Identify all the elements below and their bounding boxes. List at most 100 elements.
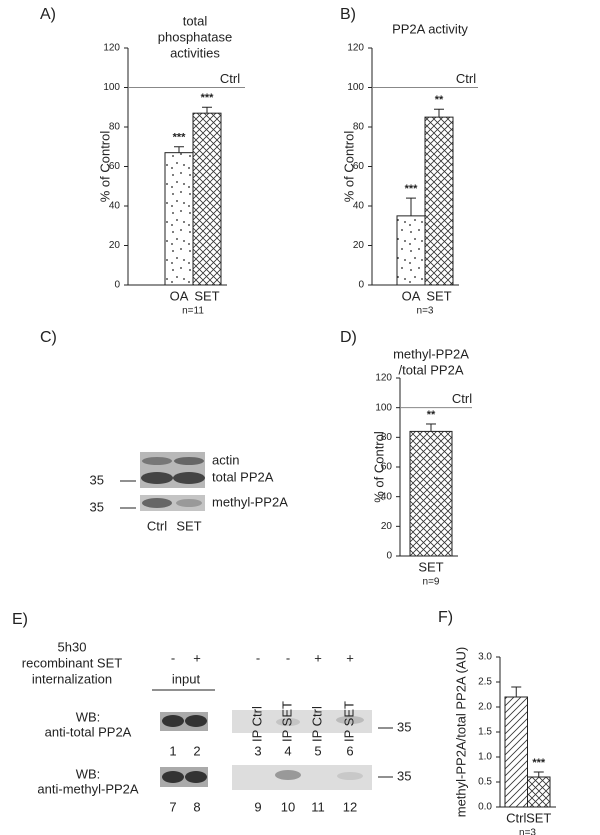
bar xyxy=(192,112,222,286)
lane-label: Ctrl xyxy=(147,518,167,533)
bar xyxy=(409,430,453,557)
y-tick-label: 0.5 xyxy=(478,777,492,788)
y-axis-label: methyl-PP2A/total PP2A (AU) xyxy=(453,647,468,818)
y-tick-label: 0 xyxy=(114,280,120,291)
blot-c xyxy=(120,452,205,511)
marker-label: 35 xyxy=(90,499,104,514)
panel-label: B) xyxy=(340,6,356,23)
panel-label: A) xyxy=(40,6,56,23)
input-label: input xyxy=(172,671,201,686)
y-tick-label: 60 xyxy=(109,161,121,172)
x-axis-label: n=3 xyxy=(417,306,434,317)
y-tick-label: 0.0 xyxy=(478,802,492,813)
x-tick-label: Ctrl xyxy=(506,810,526,825)
y-tick-label: 100 xyxy=(375,402,392,413)
lane-number: 12 xyxy=(343,799,357,814)
y-tick-label: 120 xyxy=(103,43,120,54)
sign: - xyxy=(286,650,290,665)
reference-label: Ctrl xyxy=(220,71,240,86)
reference-label: Ctrl xyxy=(456,71,476,86)
treatment-label: internalization xyxy=(32,671,112,686)
band-label: methyl-PP2A xyxy=(212,494,288,509)
y-tick-label: 20 xyxy=(381,521,393,532)
significance: *** xyxy=(173,132,187,144)
y-tick-label: 3.0 xyxy=(478,652,492,663)
lane-number: 9 xyxy=(254,799,261,814)
y-tick-label: 1.0 xyxy=(478,752,492,763)
y-tick-label: 2.0 xyxy=(478,702,492,713)
x-tick-label: OA xyxy=(402,288,421,303)
sign: + xyxy=(346,650,354,665)
y-tick-label: 80 xyxy=(353,122,365,133)
y-tick-label: 20 xyxy=(109,240,121,251)
y-tick-label: 60 xyxy=(353,161,365,172)
panel-label: C) xyxy=(40,329,57,346)
marker-label: 35 xyxy=(397,768,411,783)
y-tick-label: 60 xyxy=(381,462,393,473)
chart-title: total xyxy=(183,13,208,28)
significance: ** xyxy=(427,409,436,421)
y-tick-label: 0 xyxy=(358,280,364,291)
significance: *** xyxy=(405,183,419,195)
bar xyxy=(527,776,551,808)
bar xyxy=(504,696,528,808)
y-axis-label: % of Control xyxy=(371,431,386,503)
band-label: total PP2A xyxy=(212,469,274,484)
significance: *** xyxy=(532,757,546,769)
y-tick-label: 0 xyxy=(386,551,392,562)
lane-number: 7 xyxy=(169,799,176,814)
y-axis-label: % of Control xyxy=(341,131,356,203)
reference-label: Ctrl xyxy=(452,391,472,406)
x-tick-label: SET xyxy=(526,810,551,825)
y-tick-label: 40 xyxy=(109,201,121,212)
lane-number: 1 xyxy=(169,743,176,758)
chart-title: methyl-PP2A xyxy=(393,346,469,361)
sign: + xyxy=(314,650,322,665)
lane-number: 4 xyxy=(284,743,291,758)
sign: - xyxy=(256,650,260,665)
lane-number: 8 xyxy=(193,799,200,814)
lane-number: 5 xyxy=(314,743,321,758)
bar xyxy=(396,215,426,286)
lane-number: 10 xyxy=(281,799,295,814)
marker-label: 35 xyxy=(90,472,104,487)
row-label: WB: xyxy=(76,766,101,781)
marker-label: 35 xyxy=(397,719,411,734)
chart-title: PP2A activity xyxy=(392,21,468,36)
y-tick-label: 80 xyxy=(109,122,121,133)
ip-lane-label: IP Ctrl xyxy=(309,706,324,742)
panel-label: F) xyxy=(438,609,453,626)
significance: *** xyxy=(201,92,215,104)
y-tick-label: 120 xyxy=(347,43,364,54)
x-axis-label: n=3 xyxy=(519,828,536,835)
lane-number: 6 xyxy=(346,743,353,758)
row-label: WB: xyxy=(76,709,101,724)
x-axis-label: n=9 xyxy=(423,577,440,588)
x-tick-label: SET xyxy=(418,559,443,574)
sign: + xyxy=(193,650,201,665)
lane-label: SET xyxy=(176,518,201,533)
x-tick-label: OA xyxy=(170,288,189,303)
bar xyxy=(424,116,454,286)
panel-label: D) xyxy=(340,329,357,346)
x-tick-label: SET xyxy=(426,288,451,303)
treatment-label: 5h30 xyxy=(58,639,87,654)
significance: ** xyxy=(435,94,444,106)
panel-label: E) xyxy=(12,611,28,628)
lane-number: 11 xyxy=(311,799,325,814)
treatment-label: recombinant SET xyxy=(22,655,122,670)
ip-lane-label: IP Ctrl xyxy=(249,706,264,742)
row-label: anti-total PP2A xyxy=(45,724,132,739)
y-axis-label: % of Control xyxy=(97,131,112,203)
x-axis-label: n=11 xyxy=(182,306,204,317)
bar xyxy=(164,152,194,286)
y-tick-label: 1.5 xyxy=(478,727,492,738)
y-tick-label: 40 xyxy=(353,201,365,212)
y-tick-label: 20 xyxy=(353,240,365,251)
band-label: actin xyxy=(212,452,239,467)
chart-title: /total PP2A xyxy=(398,362,463,377)
lane-number: 2 xyxy=(193,743,200,758)
y-tick-label: 120 xyxy=(375,373,392,384)
y-tick-label: 80 xyxy=(381,432,393,443)
